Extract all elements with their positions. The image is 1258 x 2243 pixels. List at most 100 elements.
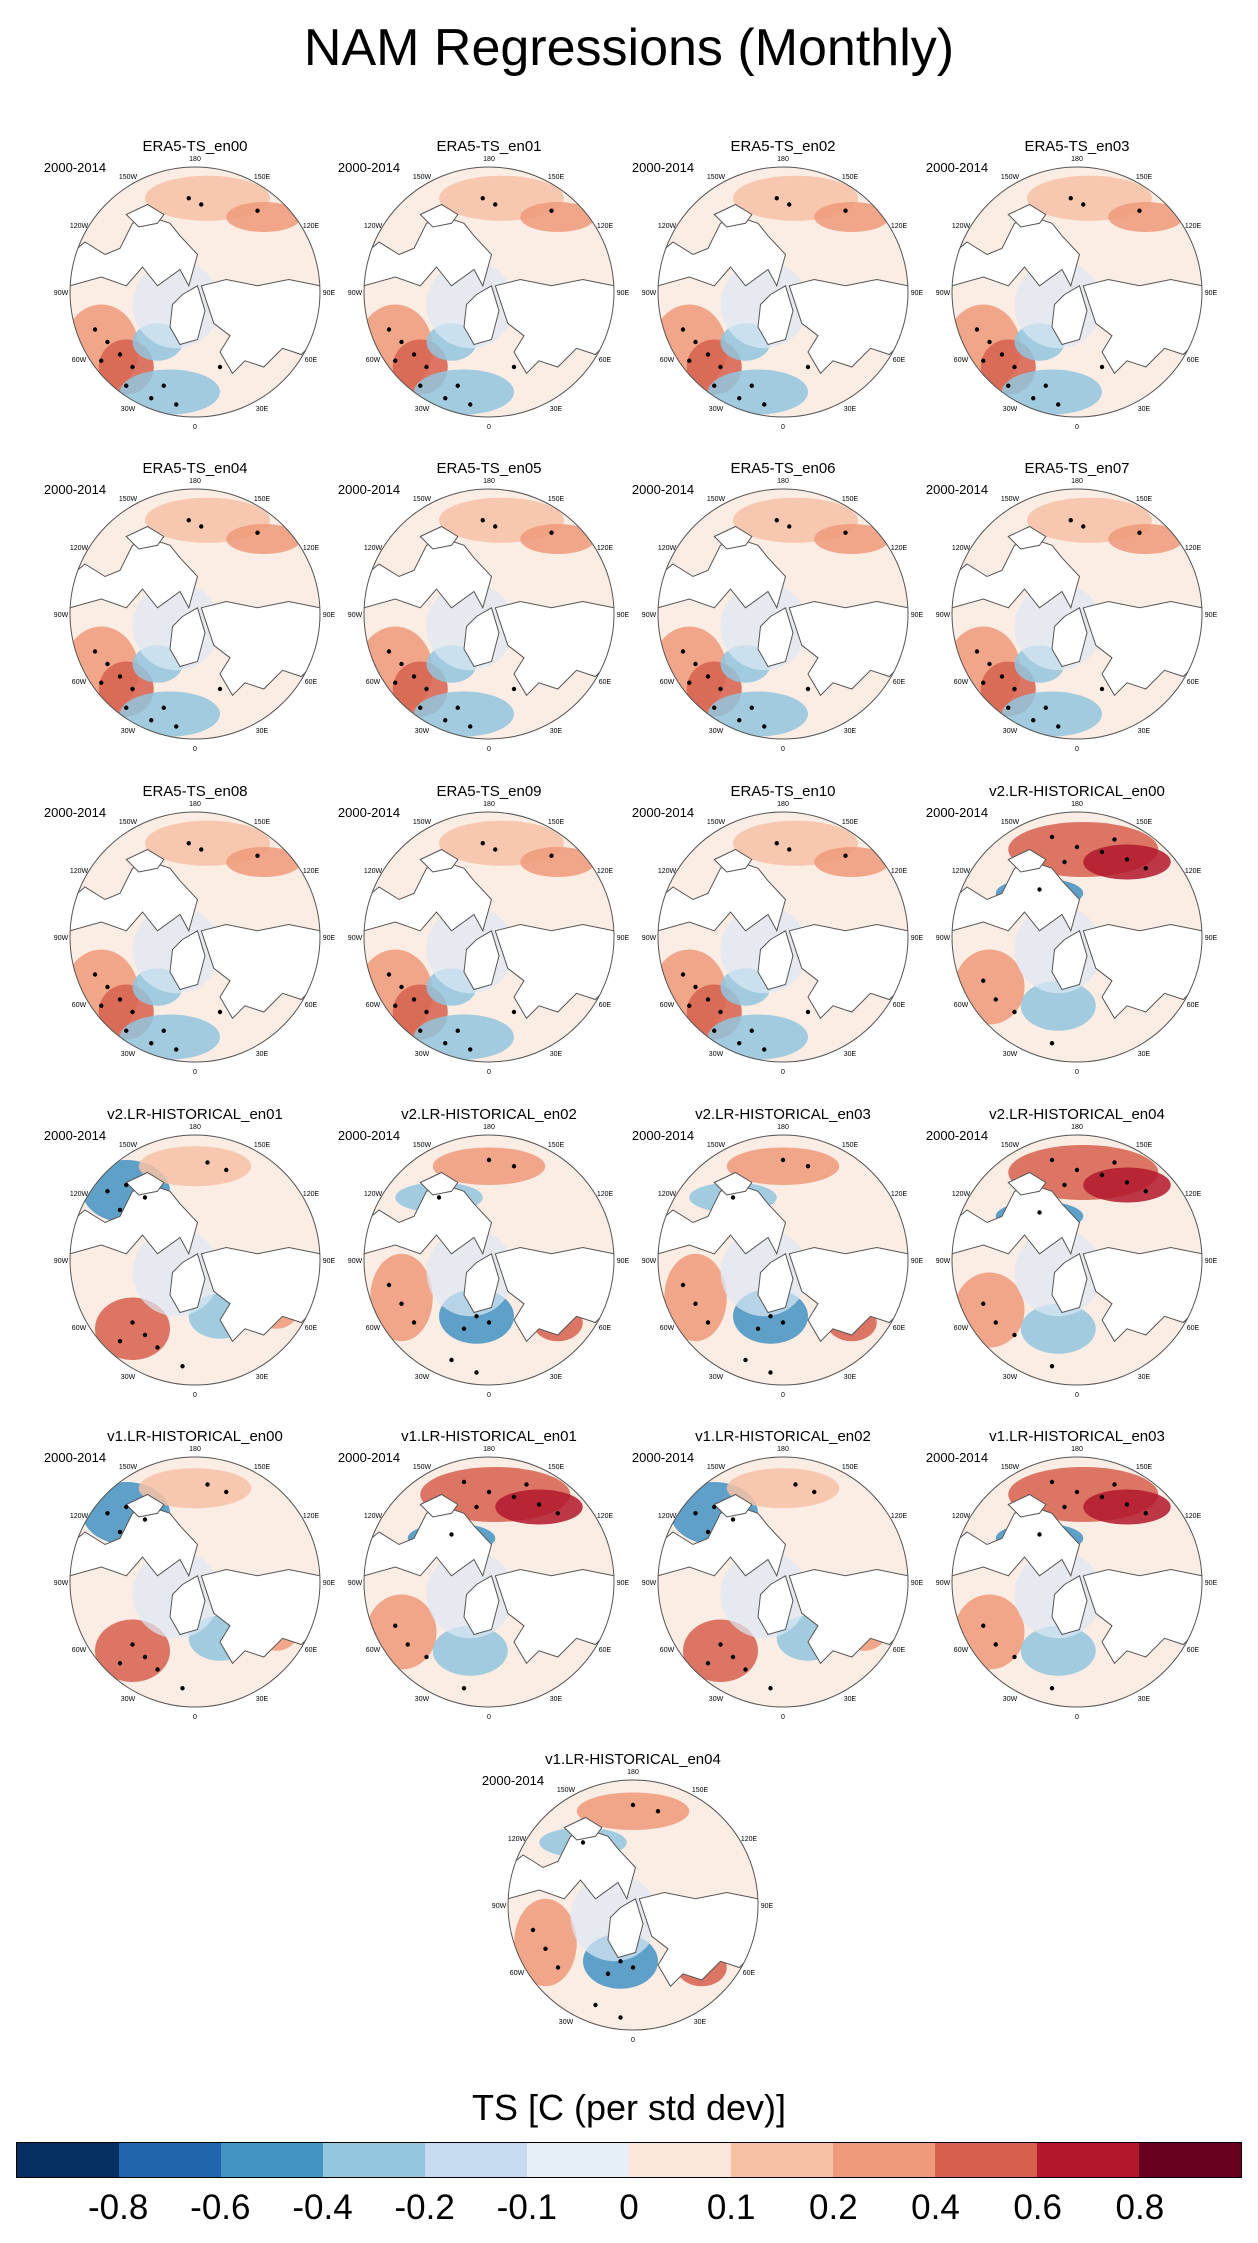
significance-stipple xyxy=(117,1661,123,1666)
longitude-label: 180 xyxy=(189,1124,201,1131)
longitude-label: 120W xyxy=(70,545,89,552)
page-title: NAM Regressions (Monthly) xyxy=(303,19,955,77)
coastline xyxy=(1051,930,1088,991)
significance-stipple xyxy=(718,1009,723,1015)
longitude-label: 60W xyxy=(366,1325,381,1332)
anomaly-contour xyxy=(1108,202,1184,232)
significance-stipple xyxy=(712,705,717,710)
significance-stipple xyxy=(411,352,417,357)
longitude-label: 120E xyxy=(1185,223,1202,230)
anomaly-contour xyxy=(120,369,220,415)
significance-stipple xyxy=(749,705,754,710)
longitude-label: 60E xyxy=(893,1647,906,1654)
longitude-label: 30E xyxy=(256,406,269,413)
longitude-label: 150W xyxy=(1001,1142,1020,1149)
significance-stipple xyxy=(1074,844,1080,850)
longitude-label: 90E xyxy=(323,290,336,297)
longitude-label: 120W xyxy=(364,1513,383,1520)
longitude-label: 180 xyxy=(1071,1124,1083,1131)
longitude-label: 120W xyxy=(70,1513,89,1520)
longitude-label: 120E xyxy=(891,1513,908,1520)
significance-stipple xyxy=(1099,364,1105,370)
panel-title: v2.LR-HISTORICAL_en01 xyxy=(107,1106,283,1123)
coastline xyxy=(494,600,614,697)
significance-stipple xyxy=(493,202,498,207)
anomaly-contour xyxy=(1083,1167,1171,1203)
coastline xyxy=(70,538,199,610)
colorbar-tick-label: 0.2 xyxy=(809,2188,858,2227)
longitude-label: 60E xyxy=(599,1325,612,1332)
longitude-label: 0 xyxy=(487,1714,491,1721)
significance-stipple xyxy=(399,339,404,345)
significance-stipple xyxy=(1031,396,1036,401)
longitude-label: 90W xyxy=(936,1580,951,1587)
longitude-label: 120E xyxy=(741,1836,758,1843)
significance-stipple xyxy=(1074,1167,1080,1173)
longitude-label: 150W xyxy=(119,174,138,181)
coastline xyxy=(713,1493,753,1518)
longitude-label: 60W xyxy=(72,1647,87,1654)
coastline xyxy=(1007,1171,1047,1196)
significance-stipple xyxy=(1099,849,1105,855)
significance-stipple xyxy=(418,383,423,388)
significance-stipple xyxy=(486,1320,492,1325)
coastline xyxy=(713,848,753,873)
longitude-label: 90E xyxy=(323,612,336,619)
longitude-label: 120W xyxy=(952,1191,971,1198)
coastline xyxy=(757,930,794,991)
significance-stipple xyxy=(511,364,517,370)
coastline xyxy=(508,1829,637,1901)
longitude-label: 90W xyxy=(348,1580,363,1587)
longitude-label: 30E xyxy=(1138,1696,1151,1703)
significance-stipple xyxy=(105,984,110,990)
longitude-label: 150W xyxy=(707,496,726,503)
longitude-label: 30W xyxy=(121,1696,136,1703)
significance-stipple xyxy=(424,1009,429,1015)
longitude-label: 0 xyxy=(193,1392,197,1399)
significance-stipple xyxy=(536,1502,542,1507)
longitude-label: 30W xyxy=(121,1374,136,1381)
significance-stipple xyxy=(1012,1654,1017,1660)
significance-stipple xyxy=(1143,866,1148,871)
significance-stipple xyxy=(511,1009,517,1015)
longitude-label: 150E xyxy=(254,174,271,181)
longitude-label: 30E xyxy=(844,406,857,413)
longitude-label: 120E xyxy=(891,868,908,875)
significance-stipple xyxy=(1068,196,1073,201)
anomaly-contour xyxy=(138,1468,252,1509)
longitude-label: 90W xyxy=(936,612,951,619)
longitude-label: 90E xyxy=(323,935,336,942)
colorbar-box xyxy=(527,2143,629,2177)
significance-stipple xyxy=(762,1047,767,1052)
longitude-label: 180 xyxy=(483,156,495,163)
longitude-label: 90E xyxy=(617,290,630,297)
significance-stipple xyxy=(455,1028,460,1033)
significance-stipple xyxy=(411,997,417,1002)
significance-stipple xyxy=(805,1164,811,1169)
map-panel: ERA5-TS_en03 2000-2014 180 150E 120E 90E 60E 30… xyxy=(926,138,1218,431)
coastline xyxy=(1007,848,1047,873)
significance-stipple xyxy=(1137,208,1142,213)
anomaly-contour xyxy=(1083,844,1171,880)
significance-stipple xyxy=(142,1654,148,1660)
significance-stipple xyxy=(386,327,392,332)
significance-stipple xyxy=(486,1489,492,1495)
significance-stipple xyxy=(393,680,398,685)
significance-stipple xyxy=(687,680,692,685)
longitude-label: 120E xyxy=(303,545,320,552)
longitude-label: 180 xyxy=(777,156,789,163)
panel-title: ERA5-TS_en00 xyxy=(142,138,247,155)
significance-stipple xyxy=(1037,887,1042,892)
anomaly-contour xyxy=(520,847,596,877)
significance-stipple xyxy=(705,674,711,679)
significance-stipple xyxy=(999,352,1005,357)
significance-stipple xyxy=(737,1041,742,1046)
coastline xyxy=(952,538,1081,610)
significance-stipple xyxy=(205,1160,210,1165)
panel-title: ERA5-TS_en07 xyxy=(1024,460,1129,477)
colorbar-box xyxy=(1037,2143,1139,2177)
longitude-label: 60W xyxy=(954,679,969,686)
coastline xyxy=(952,1184,1081,1256)
significance-stipple xyxy=(1056,402,1061,407)
